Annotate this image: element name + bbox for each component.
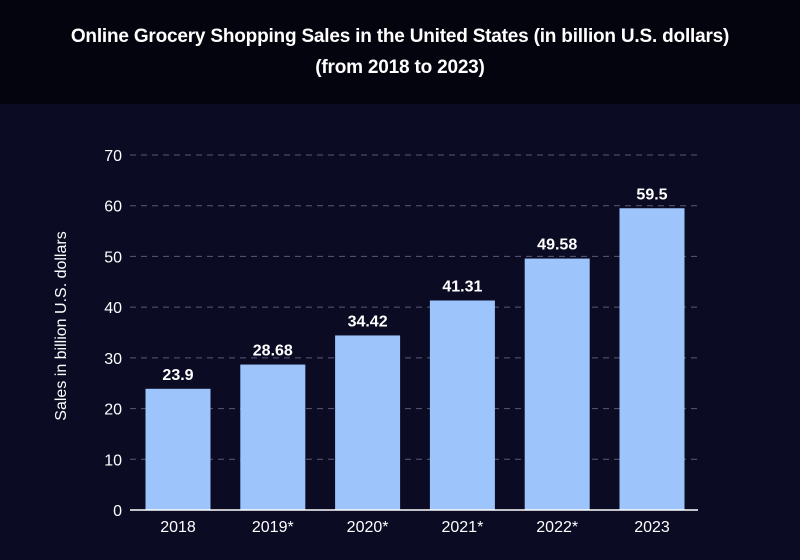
bar <box>240 364 306 510</box>
data-label: 59.5 <box>636 186 667 203</box>
x-tick-label: 2019* <box>252 519 294 536</box>
data-label: 23.9 <box>162 367 193 384</box>
y-tick-label: 70 <box>104 148 122 165</box>
data-label: 49.58 <box>537 237 577 254</box>
bar <box>619 208 685 510</box>
x-tick-label: 2021* <box>441 519 483 536</box>
y-tick-label: 30 <box>104 351 122 368</box>
axes: 0 10 20 30 40 50 60 70 2018 2019* 2020* 2021* 2022* 2… <box>104 148 698 536</box>
data-label: 41.31 <box>442 278 482 295</box>
x-tick-label: 2020* <box>347 519 389 536</box>
data-labels: 23.9 28.68 34.42 41.31 49.58 59.5 <box>162 186 667 384</box>
bar-chart: 23.9 28.68 34.42 41.31 49.58 59.5 0 10 20 30 40 50… <box>53 148 698 536</box>
y-tick-label: 50 <box>104 249 122 266</box>
chart-area: 23.9 28.68 34.42 41.31 49.58 59.5 0 10 20 30 40 50… <box>0 104 800 560</box>
x-tick-label: 2023 <box>634 519 670 536</box>
bars <box>145 208 685 510</box>
y-tick-label: 10 <box>104 452 122 469</box>
x-tick-label: 2022* <box>536 519 578 536</box>
y-tick-label: 60 <box>104 199 122 216</box>
chart-title-line-2: (from 2018 to 2023) <box>315 57 485 78</box>
y-tick-label: 20 <box>104 402 122 419</box>
bar <box>335 335 401 510</box>
y-axis-title: Sales in billion U.S. dollars <box>53 231 70 420</box>
gridlines <box>130 154 698 460</box>
chart-title-line-1: Online Grocery Shopping Sales in the Uni… <box>70 26 730 47</box>
chart-header: Online Grocery Shopping Sales in the Uni… <box>0 0 800 104</box>
data-label: 28.68 <box>253 343 293 360</box>
y-tick-label: 0 <box>113 503 122 520</box>
y-tick-label: 40 <box>104 300 122 317</box>
data-label: 34.42 <box>348 313 388 330</box>
bar <box>524 258 590 510</box>
bar <box>145 388 211 510</box>
x-tick-label: 2018 <box>160 519 196 536</box>
bar <box>429 300 495 510</box>
